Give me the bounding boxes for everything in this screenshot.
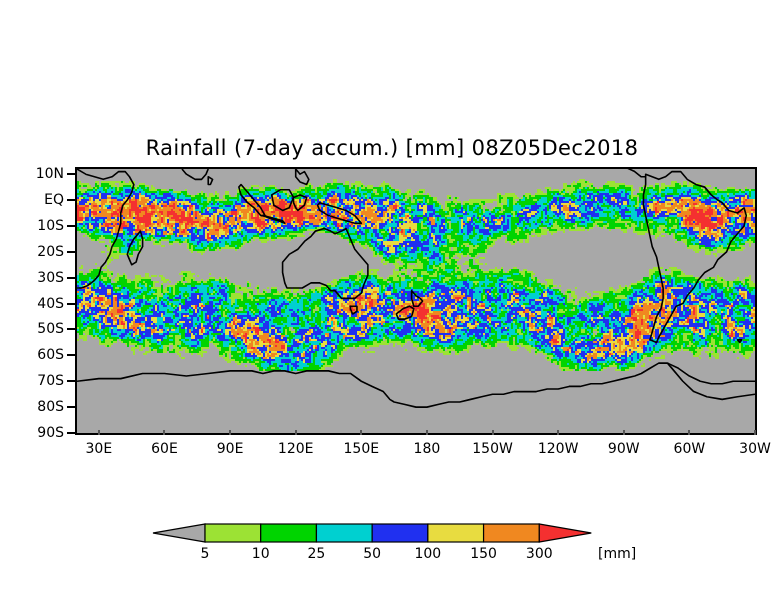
x-axis-label: 180: [413, 441, 441, 457]
x-axis-label: 60W: [673, 441, 706, 457]
x-axis: 30E 60E 90E 120E 150E 180 150W 120W 90W 60W 30W: [75, 430, 771, 461]
y-axis-tick: [67, 250, 75, 253]
y-axis-tick: [67, 199, 75, 202]
x-axis-label: 120W: [537, 441, 579, 457]
page-title: Rainfall (7-day accum.) [mm] 08Z05Dec201…: [145, 136, 639, 160]
y-axis-tick: [67, 173, 75, 176]
rainfall-raster: [77, 169, 755, 433]
y-axis-label: 90S: [37, 425, 64, 441]
x-axis-label: 150W: [472, 441, 513, 457]
x-axis-tick: [557, 430, 560, 435]
y-axis-tick: [67, 276, 75, 279]
y-axis-label: 70S: [37, 373, 64, 390]
y-axis-label: 40S: [37, 295, 64, 312]
colorbar-segment-3: [315, 523, 373, 543]
x-axis-label: 150E: [343, 441, 380, 457]
y-axis-label: 80S: [37, 399, 64, 416]
colorbar-tick-label: 25: [307, 546, 326, 562]
colorbar-low-arrow: [152, 523, 206, 543]
y-axis-tick: [67, 380, 75, 383]
y-axis-tick: [67, 224, 75, 227]
colorbar-swatches: [152, 523, 592, 543]
x-axis-tick: [360, 430, 363, 435]
y-axis-label: 30S: [37, 269, 64, 286]
y-axis-label: 50S: [37, 321, 64, 338]
colorbar-tick-label: 50: [363, 546, 382, 562]
x-axis-tick: [688, 430, 691, 435]
colorbar-segment-1: [204, 523, 262, 543]
x-axis-label: 120E: [277, 441, 314, 457]
x-axis-label: 60E: [151, 441, 178, 457]
colorbar-tick-label: 10: [251, 546, 270, 562]
x-axis-tick: [425, 430, 428, 435]
colorbar-tick-label: 100: [414, 546, 442, 562]
colorbar-high-arrow: [538, 523, 592, 543]
colorbar-tick-label: 5: [200, 546, 210, 562]
colorbar-segment-2: [260, 523, 318, 543]
x-axis-tick: [294, 430, 297, 435]
colorbar-tick-label: 150: [470, 546, 497, 562]
x-axis-label: 90W: [607, 441, 640, 457]
x-axis-tick: [229, 430, 232, 435]
colorbar: [mm] 5 10 25 50 100 150 300: [150, 518, 650, 564]
y-axis-label: EQ: [44, 192, 64, 209]
map-plot-area: [75, 167, 757, 435]
colorbar-segment-4: [371, 523, 429, 543]
x-axis-tick: [97, 430, 100, 435]
y-axis-tick: [67, 354, 75, 357]
colorbar-segment-6: [482, 523, 540, 543]
colorbar-units-label: [mm]: [598, 546, 637, 562]
y-axis-label: 10S: [37, 217, 64, 234]
y-axis-tick: [67, 328, 75, 331]
x-axis-label: 30E: [85, 441, 113, 457]
x-axis-tick: [491, 430, 494, 435]
x-axis-tick: [163, 430, 166, 435]
y-axis-tick: [67, 302, 75, 305]
x-axis-tick: [622, 430, 625, 435]
colorbar-segment-5: [427, 523, 485, 543]
y-axis-label: 20S: [37, 243, 64, 260]
x-axis-label: 30W: [739, 441, 771, 457]
y-axis-label: 10N: [35, 166, 64, 183]
y-axis: 10N EQ 10S 20S 30S 40S 50S 60S 70S 80S 90S: [0, 166, 75, 441]
x-axis-tick: [754, 430, 756, 435]
y-axis-label: 60S: [37, 347, 64, 364]
y-axis-tick: [67, 406, 75, 409]
x-axis-label: 90E: [216, 441, 244, 457]
colorbar-tick-label: 300: [525, 546, 553, 562]
y-axis-tick: [67, 432, 75, 434]
